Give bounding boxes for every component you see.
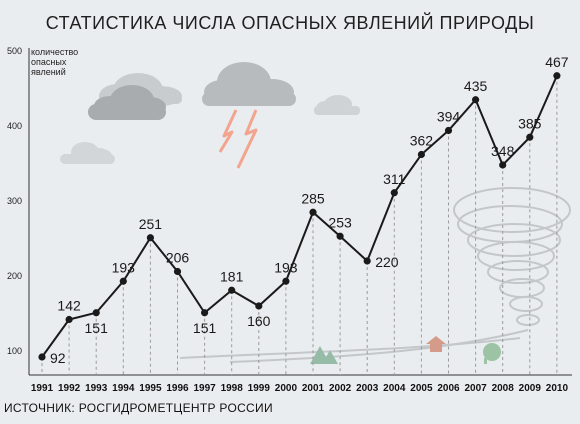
data-label: 92 <box>50 350 66 366</box>
data-label: 285 <box>301 190 325 206</box>
data-point <box>444 126 453 135</box>
x-tick-label: 1994 <box>112 383 135 394</box>
x-tick-label: 1998 <box>221 383 244 394</box>
data-label: 251 <box>139 216 163 232</box>
cloud-icon <box>314 95 360 115</box>
data-point <box>146 234 154 242</box>
x-tick-label: 1991 <box>31 383 54 394</box>
x-ticks: 1991 1992 1993 1994 1995 1996 1997 1998 1999 2000… <box>31 383 569 394</box>
data-label: 362 <box>410 133 434 149</box>
x-tick-label: 2009 <box>519 383 542 394</box>
y-ticks: 100 200 300 400 500 <box>7 46 22 356</box>
data-label: 467 <box>545 54 569 70</box>
data-point <box>119 277 127 285</box>
x-tick-label: 1999 <box>248 383 271 394</box>
tree-icon <box>310 346 338 364</box>
x-tick-label: 2008 <box>492 383 515 394</box>
storm-cloud-icon <box>202 62 296 106</box>
data-label: 348 <box>491 143 515 159</box>
source-note: ИСТОЧНИК: РОСГИДРОМЕТЦЕНТР РОССИИ <box>4 401 273 415</box>
series-line <box>41 75 558 358</box>
data-label: 311 <box>383 171 406 187</box>
x-tick-label: 2010 <box>546 383 569 394</box>
data-label: 151 <box>193 320 217 336</box>
data-point <box>526 133 534 141</box>
data-point <box>390 189 398 197</box>
cloud-icon <box>60 142 115 164</box>
y-tick-label: 500 <box>7 46 22 56</box>
data-labels: 9214215119325120615118116019328525322031… <box>50 54 569 366</box>
data-label: 435 <box>464 78 488 94</box>
x-tick-label: 1993 <box>85 383 108 394</box>
data-label: 385 <box>518 115 542 131</box>
x-tick-label: 2003 <box>356 383 379 394</box>
x-tick-label: 2001 <box>302 383 325 394</box>
x-tick-label: 1995 <box>139 383 162 394</box>
y-tick-label: 200 <box>7 271 22 281</box>
data-point <box>309 208 317 216</box>
y-axis-label: количество опасных явлений <box>31 47 79 77</box>
data-point <box>228 286 236 294</box>
data-point <box>499 161 507 169</box>
x-tick-label: 2002 <box>329 383 352 394</box>
storm-cloud-icon <box>88 85 166 120</box>
data-point <box>417 150 425 159</box>
data-point <box>255 302 263 310</box>
x-tick-label: 1997 <box>193 383 216 394</box>
data-label: 394 <box>437 109 461 125</box>
data-point <box>282 277 290 285</box>
data-label: 253 <box>328 214 352 230</box>
tornado-icon <box>179 187 571 363</box>
data-point <box>38 353 46 361</box>
house-icon <box>426 336 446 352</box>
x-tick-label: 2000 <box>275 383 298 394</box>
x-tick-label: 2005 <box>410 383 433 394</box>
y-tick-label: 300 <box>7 196 22 206</box>
chart-title: СТАТИСТИКА ЧИСЛА ОПАСНЫХ ЯВЛЕНИЙ ПРИРОДЫ <box>45 13 535 33</box>
lightning-icon <box>218 109 258 169</box>
y-tick-label: 100 <box>7 346 22 356</box>
data-point <box>336 232 344 240</box>
data-point <box>65 315 73 324</box>
data-point <box>92 309 100 317</box>
x-tick-label: 2007 <box>464 383 487 394</box>
data-label: 151 <box>85 320 109 336</box>
data-label: 181 <box>220 268 244 284</box>
tree-icon <box>483 343 501 364</box>
x-tick-label: 2004 <box>383 383 406 394</box>
y-tick-label: 400 <box>7 121 22 131</box>
guide-lines <box>41 75 558 375</box>
data-point <box>363 257 371 265</box>
data-label: 220 <box>375 254 399 270</box>
markers <box>38 72 561 361</box>
data-label: 206 <box>166 250 190 266</box>
data-label: 193 <box>112 259 136 275</box>
data-point <box>201 309 209 317</box>
data-label: 193 <box>274 259 298 275</box>
data-label: 160 <box>247 313 271 329</box>
x-tick-label: 1992 <box>58 383 81 394</box>
x-tick-label: 2006 <box>437 383 460 394</box>
data-point <box>173 267 182 276</box>
data-point <box>472 96 480 104</box>
data-label: 142 <box>57 298 81 314</box>
data-point <box>553 72 561 80</box>
x-tick-label: 1996 <box>166 383 189 394</box>
